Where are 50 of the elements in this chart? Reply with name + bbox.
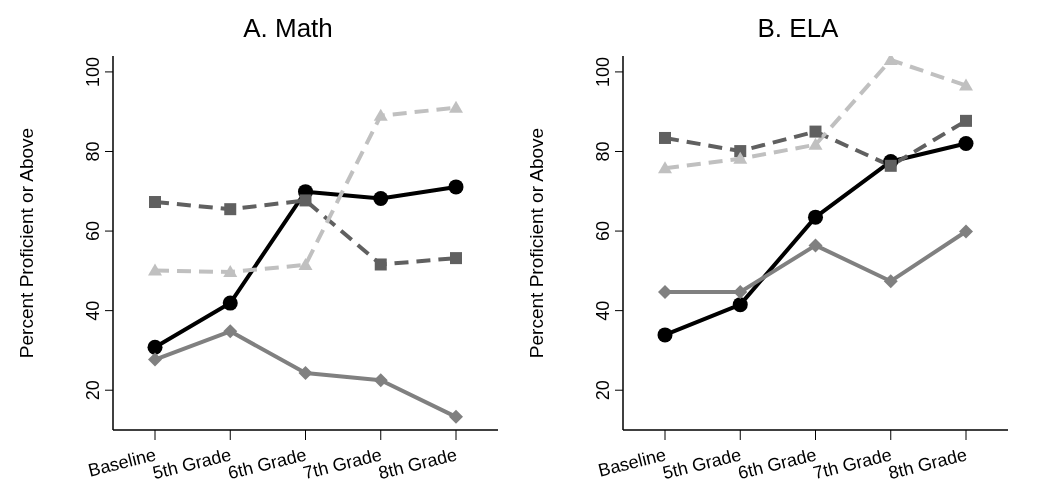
y-tick-label: 80 [593, 141, 613, 162]
point [808, 137, 823, 150]
point [883, 274, 898, 289]
y-tick-label: 40 [593, 300, 613, 321]
y-axis-title: Percent Proficient or Above [15, 127, 37, 359]
point [148, 263, 162, 276]
y-tick-label: 100 [593, 56, 613, 87]
point [658, 161, 672, 174]
point [658, 284, 672, 299]
point [222, 295, 238, 311]
point [223, 324, 238, 339]
y-axis-title: Percent Proficient or Above [525, 127, 547, 359]
point [959, 78, 973, 91]
point [373, 373, 388, 388]
y-tick-label: 20 [83, 380, 103, 401]
point [659, 131, 671, 144]
point [298, 257, 313, 270]
point [733, 284, 748, 299]
point [374, 258, 387, 271]
point [450, 252, 462, 265]
point [373, 108, 388, 121]
point [373, 190, 389, 206]
point [657, 327, 673, 343]
chart-title: B. ELA [756, 12, 840, 45]
point [448, 179, 464, 195]
y-tick-label: 60 [83, 221, 103, 242]
y-tick-label: 80 [83, 141, 103, 162]
point [148, 352, 162, 367]
point [732, 297, 748, 313]
chart-title: A. Math [242, 12, 334, 45]
point [449, 409, 463, 424]
point [147, 339, 163, 355]
y-tick-label: 100 [83, 56, 103, 87]
point [299, 194, 312, 207]
point [960, 114, 972, 127]
point [884, 159, 897, 172]
point [224, 203, 237, 216]
point [808, 238, 823, 253]
point [808, 209, 823, 225]
point [149, 196, 161, 209]
y-tick-label: 20 [593, 380, 613, 401]
point [223, 265, 238, 278]
point [733, 151, 748, 164]
point [958, 136, 974, 152]
point [449, 100, 463, 113]
point [298, 366, 313, 381]
y-tick-label: 60 [593, 221, 613, 242]
point [959, 224, 973, 239]
y-tick-label: 40 [83, 300, 103, 321]
point [809, 125, 822, 138]
